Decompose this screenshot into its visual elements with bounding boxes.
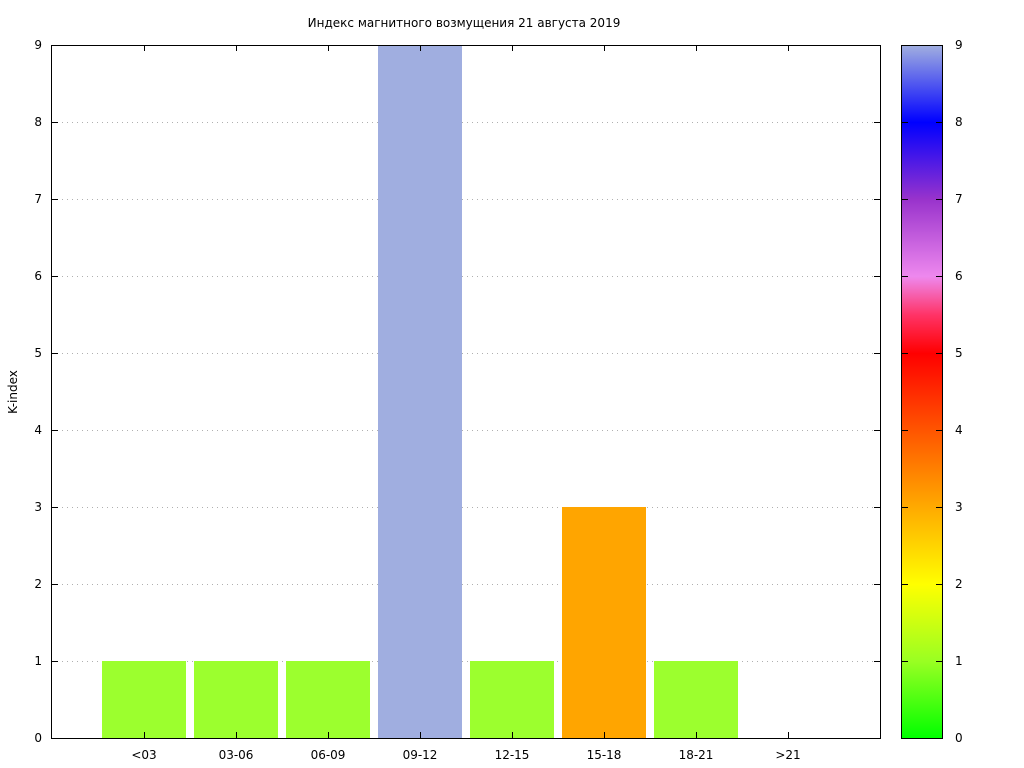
y-axis-ticks: 0 1 2 3 4 5 6 7 8 9 (34, 38, 880, 745)
y-tick-label: 0 (34, 731, 42, 745)
bar (562, 507, 646, 738)
y-tick-label: 7 (34, 192, 42, 206)
colorbar-tick-label: 1 (955, 654, 963, 668)
colorbar-tick-label: 7 (955, 192, 963, 206)
gridlines (52, 122, 880, 662)
x-tick-label: <03 (131, 748, 156, 762)
x-axis-ticks: <03 03-06 06-09 09-12 12-15 15-18 18-21 >21 (131, 45, 801, 762)
plot-frame (51, 45, 881, 739)
colorbar-tick-label: 4 (955, 423, 963, 437)
bar (194, 661, 278, 738)
x-tick-label: 12-15 (495, 748, 530, 762)
colorbar-tick-label: 2 (955, 577, 963, 591)
colorbar-tick-label: 8 (955, 115, 963, 129)
y-tick-label: 2 (34, 577, 42, 591)
colorbar-tick-label: 9 (955, 38, 963, 52)
x-tick-label: 18-21 (679, 748, 714, 762)
y-tick-label: 4 (34, 423, 42, 437)
colorbar (901, 45, 943, 739)
x-tick-label: 06-09 (311, 748, 346, 762)
colorbar-ticks: 0 1 2 3 4 5 6 7 8 9 (902, 38, 963, 745)
colorbar-tick-label: 6 (955, 269, 963, 283)
colorbar-tick-label: 5 (955, 346, 963, 360)
x-tick-label: 03-06 (219, 748, 254, 762)
x-tick-label: 15-18 (587, 748, 622, 762)
chart-title: Индекс магнитного возмущения 21 августа … (308, 16, 621, 30)
y-tick-label: 8 (34, 115, 42, 129)
bar (102, 661, 186, 738)
colorbar-tick-label: 0 (955, 731, 963, 745)
colorbar-tick-label: 3 (955, 500, 963, 514)
y-tick-label: 9 (34, 38, 42, 52)
y-tick-label: 5 (34, 346, 42, 360)
bar (470, 661, 554, 738)
bars (102, 45, 738, 738)
x-tick-label: >21 (775, 748, 800, 762)
bar (286, 661, 370, 738)
bar (378, 45, 462, 738)
x-tick-label: 09-12 (403, 748, 438, 762)
y-axis-label: K-index (6, 370, 20, 414)
y-tick-label: 3 (34, 500, 42, 514)
y-tick-label: 1 (34, 654, 42, 668)
y-tick-label: 6 (34, 269, 42, 283)
bar (654, 661, 738, 738)
